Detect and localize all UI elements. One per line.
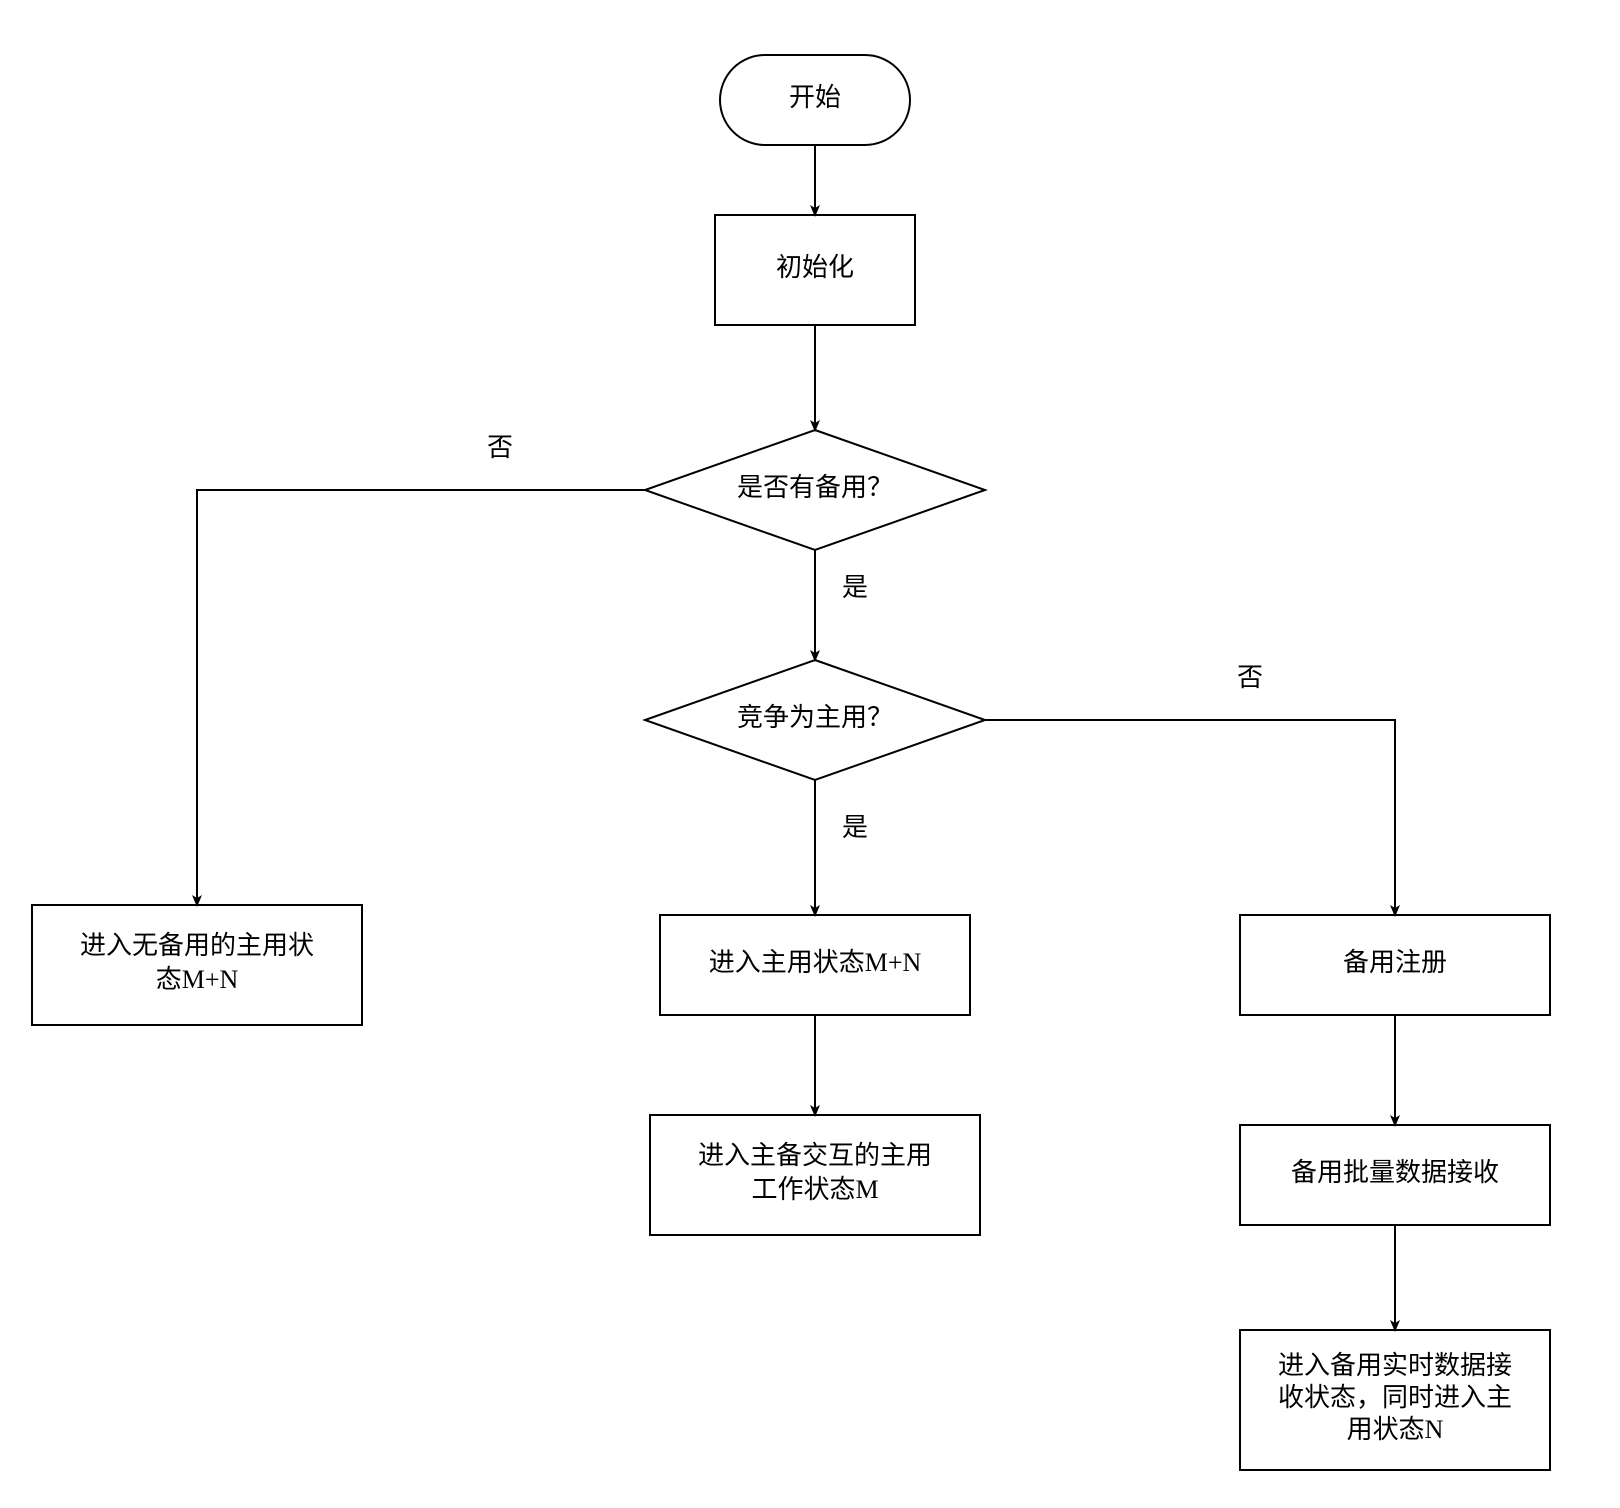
init-label: 初始化 [776,253,854,282]
d2-label: 竞争为主用？ [737,703,893,732]
backup-rt-label-1: 进入备用实时数据接 [1278,1351,1512,1380]
edge-d2-no [985,720,1395,915]
edge-d2-no-label: 否 [1237,663,1263,692]
backup-reg-label: 备用注册 [1343,948,1447,977]
edge-d1-yes-label: 是 [842,573,868,602]
master-m-label-2: 工作状态M [751,1175,878,1204]
edge-d1-no [197,490,645,905]
backup-batch-label: 备用批量数据接收 [1291,1158,1499,1187]
backup-rt-label-3: 用状态N [1347,1415,1444,1444]
edge-d2-yes-label: 是 [842,813,868,842]
master-mn-label: 进入主用状态M+N [709,948,922,977]
master-m-label-1: 进入主备交互的主用 [698,1141,932,1170]
edge-d1-no-label: 否 [487,433,513,462]
no-backup-label-2: 态M+N [156,965,239,994]
backup-rt-label-2: 收状态，同时进入主 [1278,1383,1512,1412]
start-label: 开始 [789,83,841,112]
no-backup-label-1: 进入无备用的主用状 [80,931,314,960]
d1-label: 是否有备用？ [737,473,893,502]
